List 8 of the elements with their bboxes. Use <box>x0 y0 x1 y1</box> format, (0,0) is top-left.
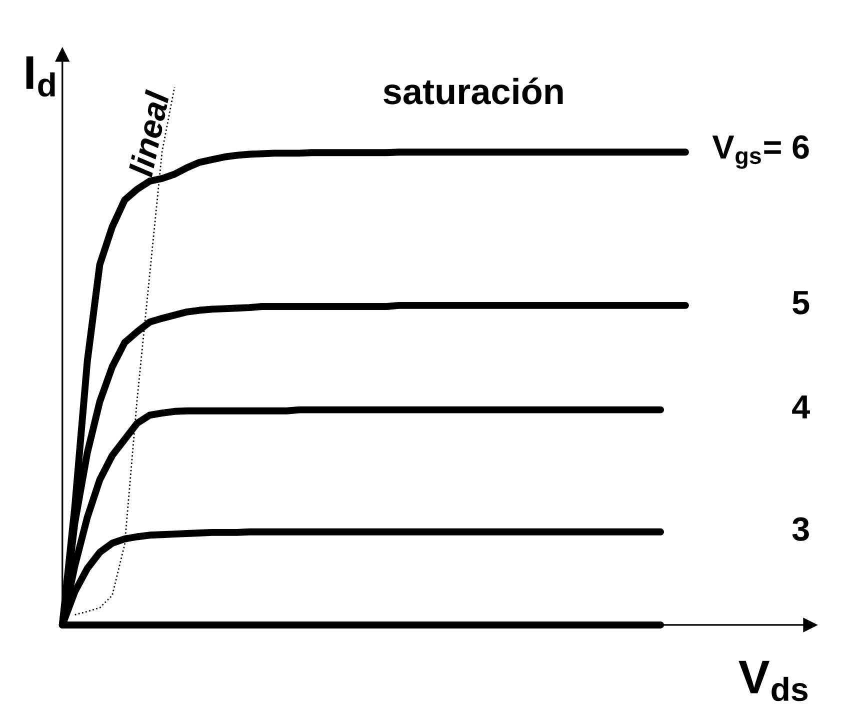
text: 5 <box>792 291 810 314</box>
y-axis-title: I$_{d}$ <box>26 56 55 97</box>
series-label: V$_{gs}$= 6 <box>712 135 809 169</box>
text: 4 <box>792 395 810 418</box>
x-axis-title: V$_{ds}$ <box>738 660 808 702</box>
annotation: lineal <box>128 89 170 178</box>
annotation: saturación <box>384 78 563 104</box>
text: 3 <box>792 517 809 541</box>
